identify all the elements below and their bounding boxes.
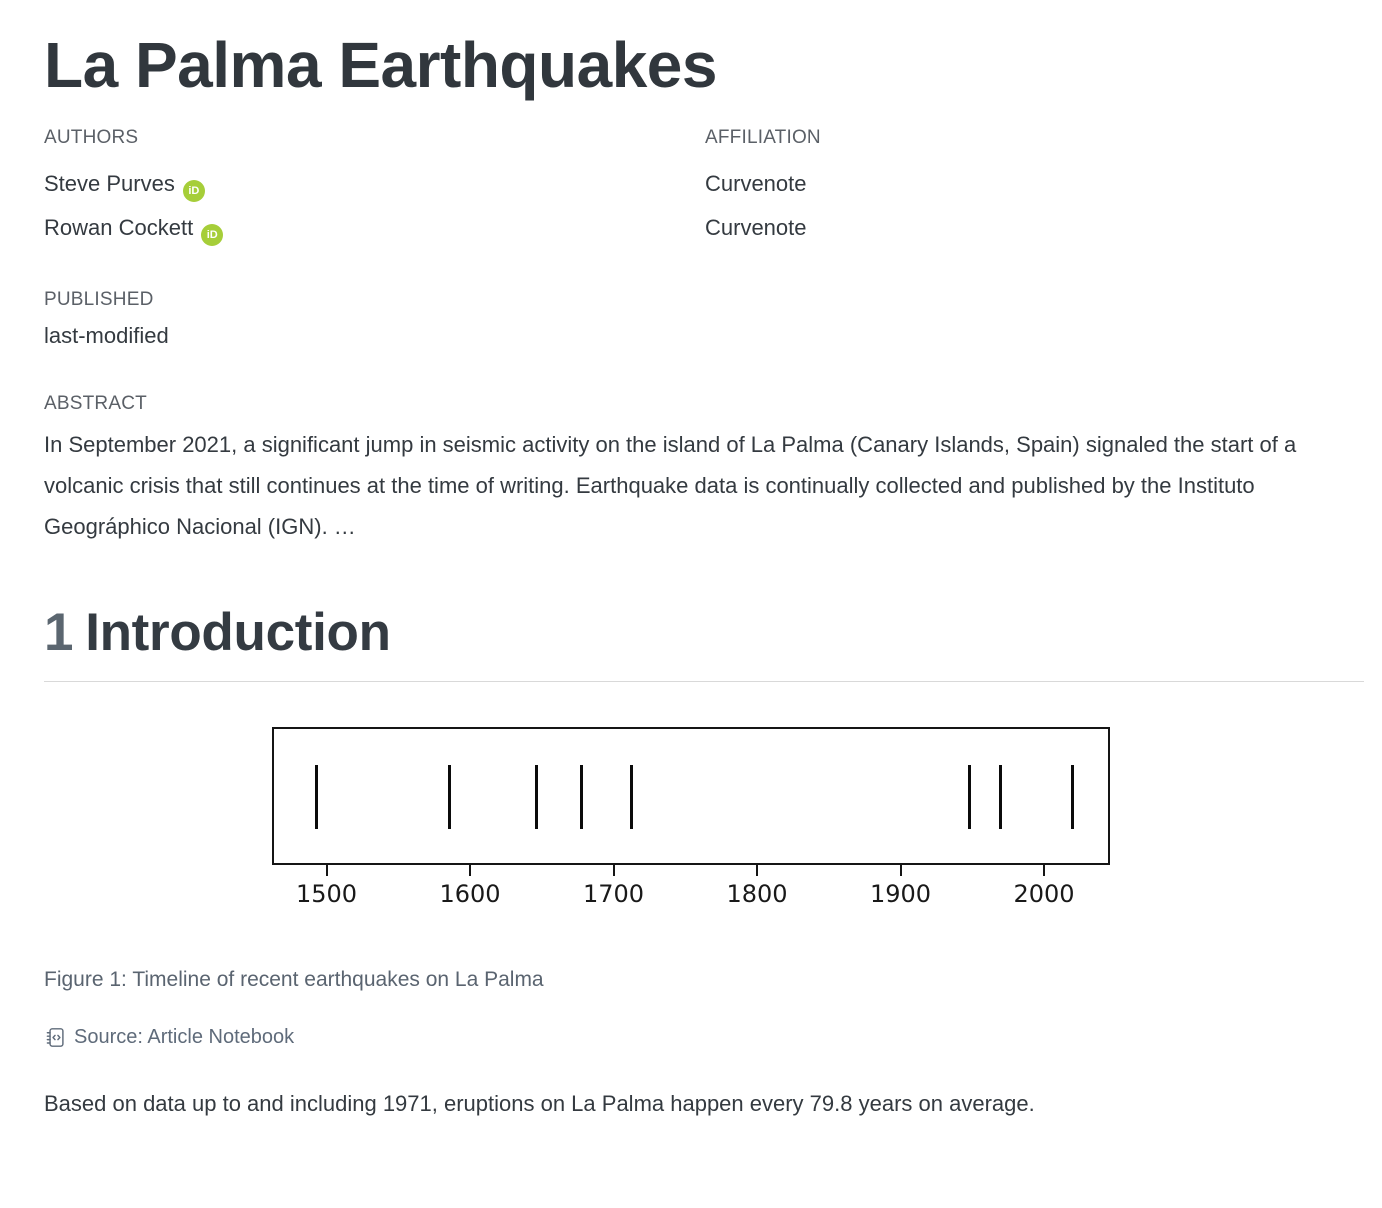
x-tick-1700 bbox=[612, 865, 615, 876]
x-tick-label-1800: 1800 bbox=[726, 880, 788, 908]
authors-column: AUTHORS Steve Purves iD Rowan Cockett iD bbox=[44, 126, 705, 250]
event-line-1585 bbox=[448, 765, 452, 829]
x-tick-1800 bbox=[756, 865, 758, 876]
figure-1: 1500 1600 1700 1800 1900 2000 bbox=[44, 727, 1338, 912]
journal-code-icon bbox=[44, 1026, 65, 1049]
event-line-1677 bbox=[579, 765, 583, 829]
section-number: 1 bbox=[44, 603, 74, 662]
abstract-label: ABSTRACT bbox=[44, 393, 147, 414]
timeline-plot: 1500 1600 1700 1800 1900 2000 bbox=[272, 727, 1110, 912]
published-value: last-modified bbox=[44, 323, 169, 348]
x-tick-1600 bbox=[469, 865, 472, 876]
author-name: Steve Purves bbox=[44, 171, 175, 196]
event-line-2021 bbox=[1070, 765, 1074, 829]
plot-area bbox=[272, 727, 1110, 865]
x-tick-label-1600: 1600 bbox=[439, 880, 501, 908]
event-line-1646 bbox=[535, 765, 539, 829]
abstract-text: In September 2021, a significant jump in… bbox=[44, 432, 1297, 539]
event-line-1949 bbox=[967, 765, 971, 829]
authors-label: AUTHORS bbox=[44, 127, 139, 148]
x-axis bbox=[272, 865, 1110, 877]
x-tick-label-1900: 1900 bbox=[869, 880, 932, 908]
x-tick-1900 bbox=[899, 865, 902, 876]
x-tick-label-1500: 1500 bbox=[295, 880, 358, 908]
published-label: PUBLISHED bbox=[44, 289, 154, 310]
affiliation-value: Curvenote bbox=[705, 215, 807, 240]
page-title: La Palma Earthquakes bbox=[44, 29, 717, 101]
source-label: Source: Article Notebook bbox=[74, 1026, 295, 1048]
x-tick-2000 bbox=[1042, 865, 1045, 876]
x-axis-labels: 1500 1600 1700 1800 1900 2000 bbox=[272, 880, 1110, 912]
section-title: Introduction bbox=[85, 603, 391, 662]
figure-caption: Figure 1: Timeline of recent earthquakes… bbox=[44, 968, 544, 991]
abstract-block: ABSTRACT In September 2021, a significan… bbox=[44, 392, 1338, 547]
published-block: PUBLISHED last-modified bbox=[44, 288, 1338, 352]
source-link[interactable]: Source: Article Notebook bbox=[44, 1026, 294, 1049]
x-tick-1500 bbox=[325, 865, 328, 876]
closing-paragraph: Based on data up to and including 1971, … bbox=[44, 1091, 1035, 1116]
affiliation-value: Curvenote bbox=[705, 171, 807, 196]
frontmatter-meta: AUTHORS Steve Purves iD Rowan Cockett iD A… bbox=[44, 126, 1338, 250]
section-heading-introduction: 1 Introduction bbox=[44, 603, 1338, 663]
article-page: La Palma Earthquakes AUTHORS Steve Purve… bbox=[44, 29, 1364, 1116]
affiliation-column: AFFILIATION Curvenote Curvenote bbox=[705, 126, 1338, 250]
author-row: Rowan Cockett iD bbox=[44, 206, 705, 250]
event-line-1712 bbox=[629, 765, 633, 829]
x-tick-label-1700: 1700 bbox=[582, 880, 645, 908]
section-divider bbox=[44, 681, 1364, 682]
orcid-icon[interactable]: iD bbox=[182, 180, 205, 202]
author-row: Steve Purves iD bbox=[44, 162, 705, 206]
event-line-1492 bbox=[315, 765, 319, 829]
event-line-1971 bbox=[999, 765, 1003, 829]
author-name: Rowan Cockett bbox=[44, 215, 194, 240]
affiliation-label: AFFILIATION bbox=[705, 127, 821, 148]
x-tick-label-2000: 2000 bbox=[1013, 880, 1075, 908]
orcid-icon[interactable]: iD bbox=[201, 224, 224, 246]
